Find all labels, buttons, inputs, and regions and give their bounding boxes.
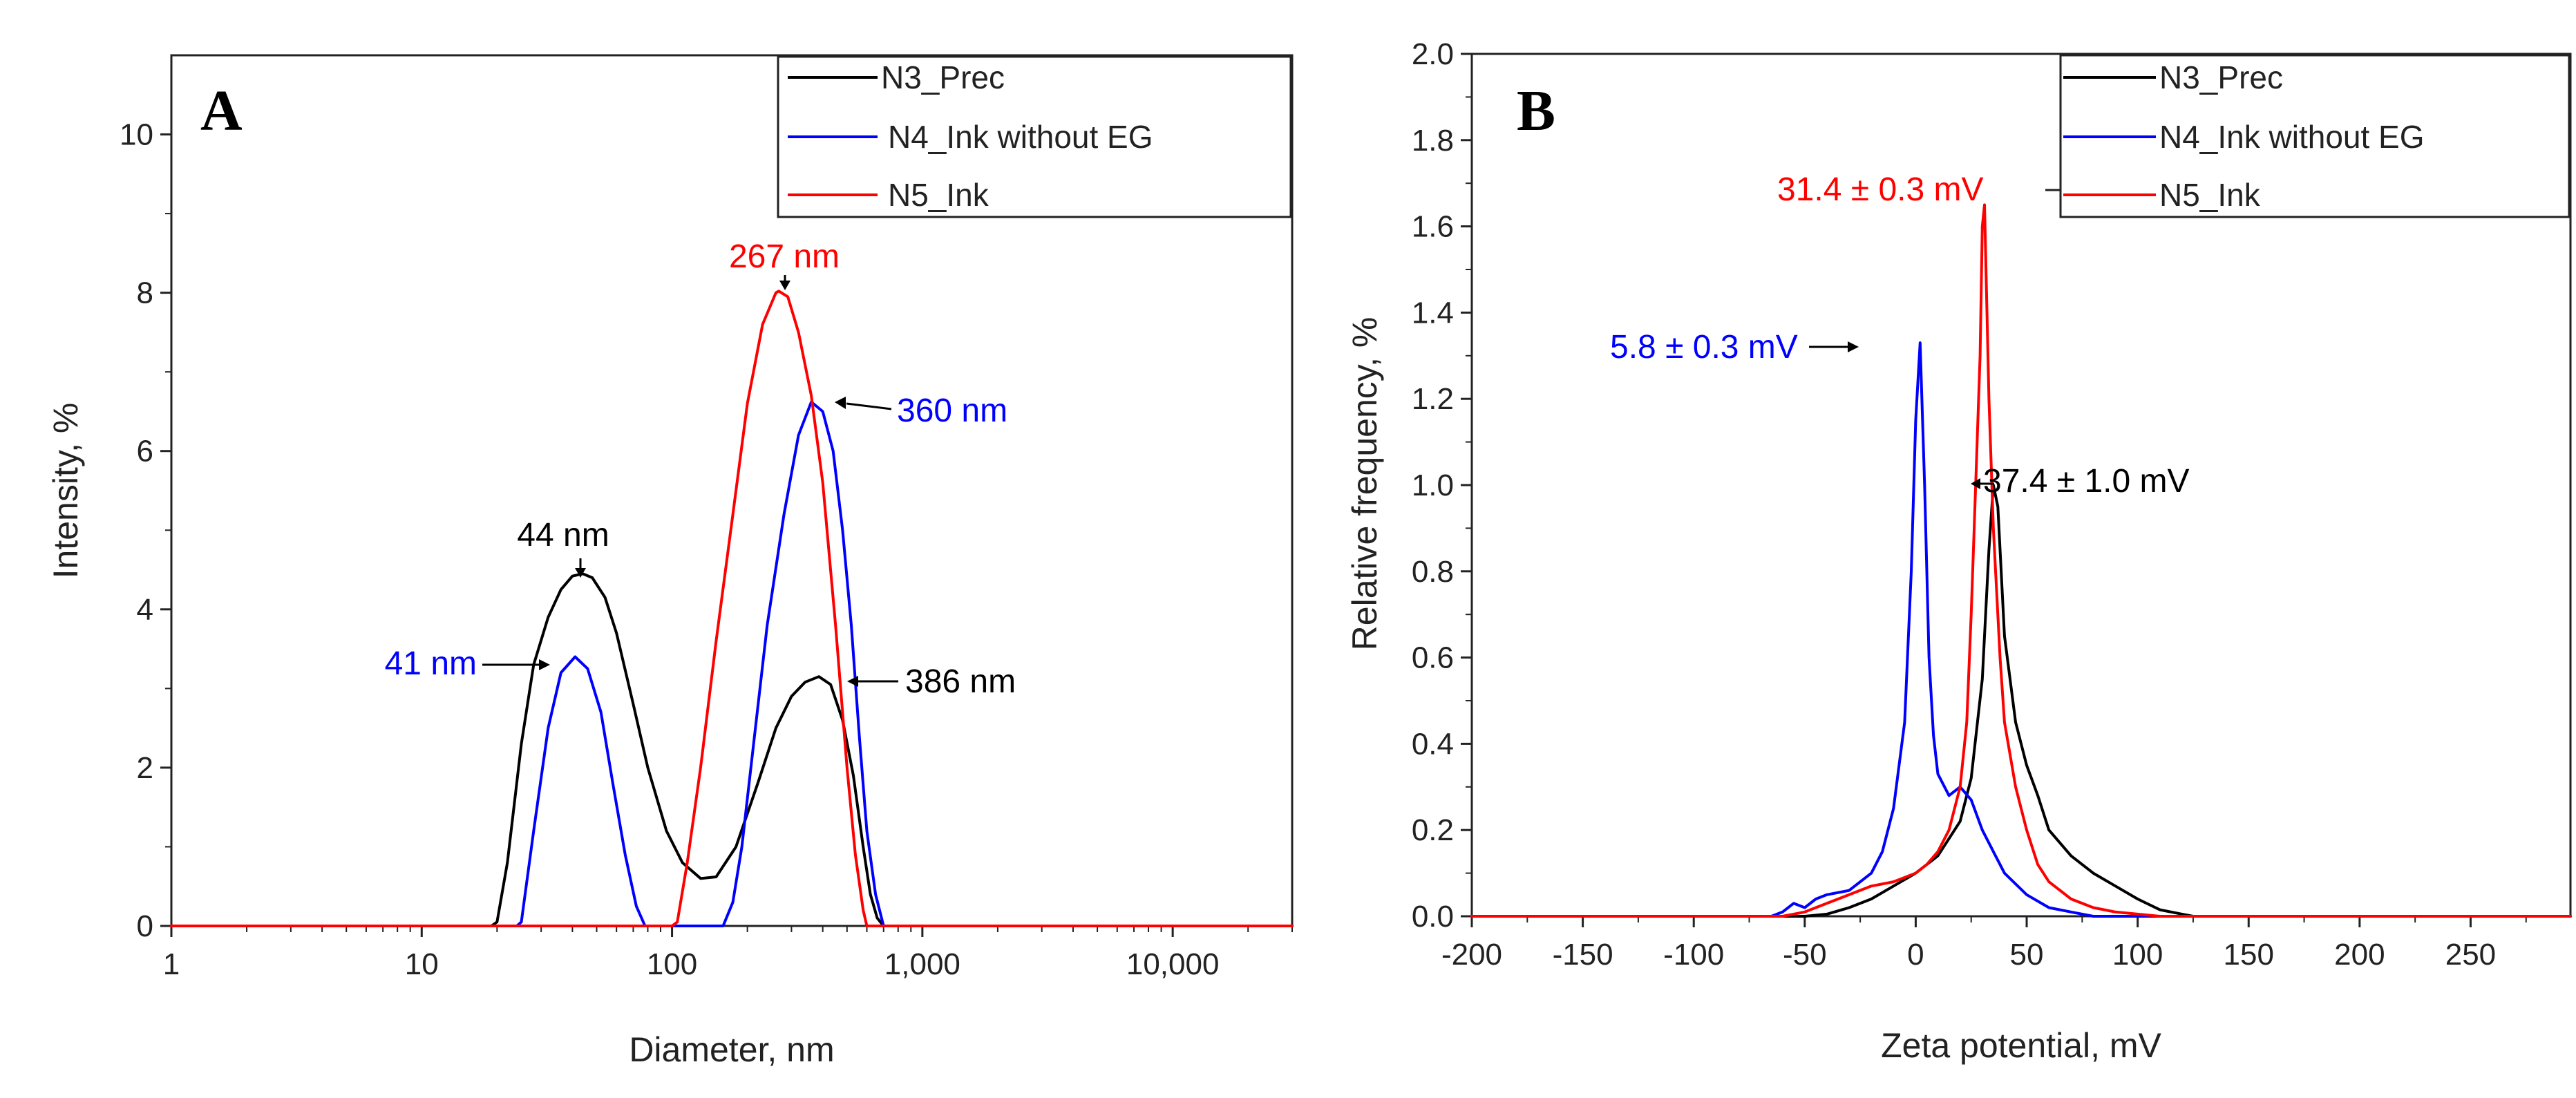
- panel-b-x-tick-label-50: -50: [1783, 938, 1827, 972]
- annotation-41nm-arrow-icon: [539, 659, 550, 670]
- annotation-5-8mv-label: 5.8 ± 0.3 mV: [1610, 329, 1798, 366]
- panel-b-x-tick-label-200: -200: [1441, 938, 1502, 972]
- panel-b-y-tick-label-0-0: 0.0: [1412, 900, 1454, 934]
- annotation-267nm-label: 267 nm: [729, 238, 840, 275]
- panel-a-series-line-n3-prec: [170, 572, 1294, 927]
- panel-b-legend-label-n3: N3_Prec: [2159, 59, 2283, 95]
- panel-b-y-tick-label-1-2: 1.2: [1412, 382, 1454, 416]
- annotation-31-4mv-label: 31.4 ± 0.3 mV: [1777, 171, 1984, 208]
- panel-b-y-tick-label-1-4: 1.4: [1412, 296, 1454, 330]
- panel-b-x-tick-label-100: -100: [1663, 938, 1724, 972]
- panel-a-y-tick-label-8: 8: [137, 276, 153, 310]
- panel-a-y-tick-label-6: 6: [137, 435, 153, 468]
- annotation-267nm-arrow-icon: [779, 281, 790, 290]
- annotation-360nm-arrow-icon: [835, 397, 846, 409]
- panel-a-y-tick-label-0: 0: [137, 909, 153, 943]
- panel-a-y-tick-label-10: 10: [120, 118, 153, 152]
- panel-a-y-tick-label-4: 4: [137, 593, 153, 627]
- annotation-360nm-leader: [846, 402, 892, 410]
- annotation-41nm-label: 41 nm: [385, 645, 477, 682]
- panel-b-x-tick-label-50: 50: [2010, 938, 2044, 972]
- panel-a: 1 10 100 1,000 10,000 0 2 4 6 8 10 44 nm 41 nm 26…: [46, 54, 1294, 1069]
- panel-b-x-tick-label-200: 200: [2334, 938, 2385, 972]
- panel-a-x-axis-title: Diameter, nm: [629, 1030, 834, 1069]
- annotation-267nm: 267 nm: [729, 238, 840, 290]
- annotation-44nm-label: 44 nm: [517, 517, 609, 553]
- panel-a-legend: N3_Prec N4_Ink without EG N5_Ink: [777, 55, 1292, 218]
- panel-b-series-line-n3-prec: [1470, 484, 2572, 918]
- panel-b-legend: N3_Prec N4_Ink without EG N5_Ink: [2059, 54, 2570, 218]
- panel-b-legend-item-n5: N5_Ink: [2063, 177, 2261, 213]
- panel-a-x-tick-label-10: 10: [405, 947, 439, 981]
- panel-a-x-tick-label-100: 100: [647, 947, 697, 981]
- panel-a-x-tick-label-10-000: 10,000: [1126, 947, 1220, 981]
- annotation-5-8mv-arrow-icon: [1848, 341, 1859, 352]
- panel-a-legend-label-n5: N5_Ink: [888, 177, 989, 213]
- panel-a-y-axis-ticks: 0 2 4 6 8 10: [120, 118, 171, 943]
- panel-a-x-axis-ticks: 1 10 100 1,000 10,000: [163, 926, 1220, 981]
- panel-b-y-tick-label-0-8: 0.8: [1412, 555, 1454, 589]
- panel-b-series-line-n4-ink-without-eg: [1470, 341, 2572, 918]
- annotation-5-8mv: 5.8 ± 0.3 mV: [1610, 329, 1859, 366]
- annotation-37-4mv: 37.4 ± 1.0 mV: [1971, 463, 2190, 500]
- panel-a-legend-item-n4: N4_Ink without EG: [788, 119, 1153, 155]
- panel-b: -200 -150 -100 -50 0 50 100 150 200 250 0.0 0.2 0.4…: [1345, 37, 2572, 1065]
- panel-b-legend-label-n5: N5_Ink: [2159, 177, 2261, 213]
- annotation-37-4mv-arrow-icon: [1971, 478, 1980, 489]
- panel-a-letter: A: [200, 79, 243, 143]
- panel-b-y-tick-label-0-4: 0.4: [1412, 727, 1454, 761]
- annotation-41nm: 41 nm: [385, 645, 550, 682]
- panel-b-series: [1470, 203, 2572, 918]
- panel-a-x-tick-label-1: 1: [163, 947, 180, 981]
- panel-a-x-tick-label-1-000: 1,000: [884, 947, 960, 981]
- panel-b-x-tick-label-150: -150: [1553, 938, 1613, 972]
- panel-b-legend-label-n4: N4_Ink without EG: [2159, 119, 2425, 155]
- annotation-44nm: 44 nm: [517, 517, 609, 578]
- panel-b-y-tick-label-0-2: 0.2: [1412, 813, 1454, 847]
- panel-a-legend-label-n4: N4_Ink without EG: [888, 119, 1153, 155]
- panel-b-x-axis-title: Zeta potential, mV: [1881, 1026, 2161, 1065]
- annotation-360nm: 360 nm: [835, 392, 1007, 429]
- annotation-37-4mv-label: 37.4 ± 1.0 mV: [1983, 463, 2190, 500]
- panel-a-legend-item-n5: N5_Ink: [788, 177, 989, 213]
- panel-b-y-tick-label-2-0: 2.0: [1412, 37, 1454, 71]
- panel-a-series-line-n5-ink: [170, 290, 1294, 927]
- panel-a-series-line-n4-ink-without-eg: [170, 400, 1294, 927]
- annotation-386nm-arrow-icon: [847, 676, 858, 687]
- annotation-44nm-arrow-icon: [575, 568, 586, 578]
- panel-a-legend-label-n3: N3_Prec: [881, 59, 1005, 95]
- panel-b-series-line-n5-ink: [1470, 203, 2572, 918]
- annotation-360nm-label: 360 nm: [897, 392, 1007, 429]
- panel-b-letter: B: [1517, 79, 1555, 143]
- panel-b-x-axis-ticks: -200 -150 -100 -50 0 50 100 150 200 250: [1441, 916, 2496, 972]
- panel-a-y-axis-title: Intensity, %: [46, 403, 85, 579]
- panel-b-x-tick-label-250: 250: [2445, 938, 2496, 972]
- panel-b-y-axis-ticks: 0.0 0.2 0.4 0.6 0.8 1.0 1.2 1.4 1.6 1.8 2.0: [1412, 37, 1472, 934]
- panel-b-x-tick-label-0: 0: [1907, 938, 1924, 972]
- panel-a-y-tick-label-2: 2: [137, 751, 153, 785]
- annotation-386nm-label: 386 nm: [905, 663, 1016, 700]
- panel-b-legend-item-n4: N4_Ink without EG: [2063, 119, 2425, 155]
- panel-b-x-tick-label-150: 150: [2224, 938, 2274, 972]
- panel-b-x-tick-label-100: 100: [2112, 938, 2163, 972]
- panel-b-y-tick-label-1-0: 1.0: [1412, 468, 1454, 502]
- panel-a-series: [170, 290, 1294, 927]
- panel-b-y-tick-label-1-8: 1.8: [1412, 124, 1454, 158]
- panel-b-y-tick-label-1-6: 1.6: [1412, 210, 1454, 244]
- panel-b-y-axis-title: Relative frequency, %: [1345, 317, 1384, 651]
- panel-b-y-tick-label-0-6: 0.6: [1412, 641, 1454, 675]
- annotation-31-4mv: 31.4 ± 0.3 mV: [1777, 171, 2066, 208]
- panel-a-legend-item-n3: N3_Prec: [788, 59, 1005, 95]
- panel-b-legend-item-n3: N3_Prec: [2063, 59, 2283, 95]
- annotation-386nm: 386 nm: [847, 663, 1016, 700]
